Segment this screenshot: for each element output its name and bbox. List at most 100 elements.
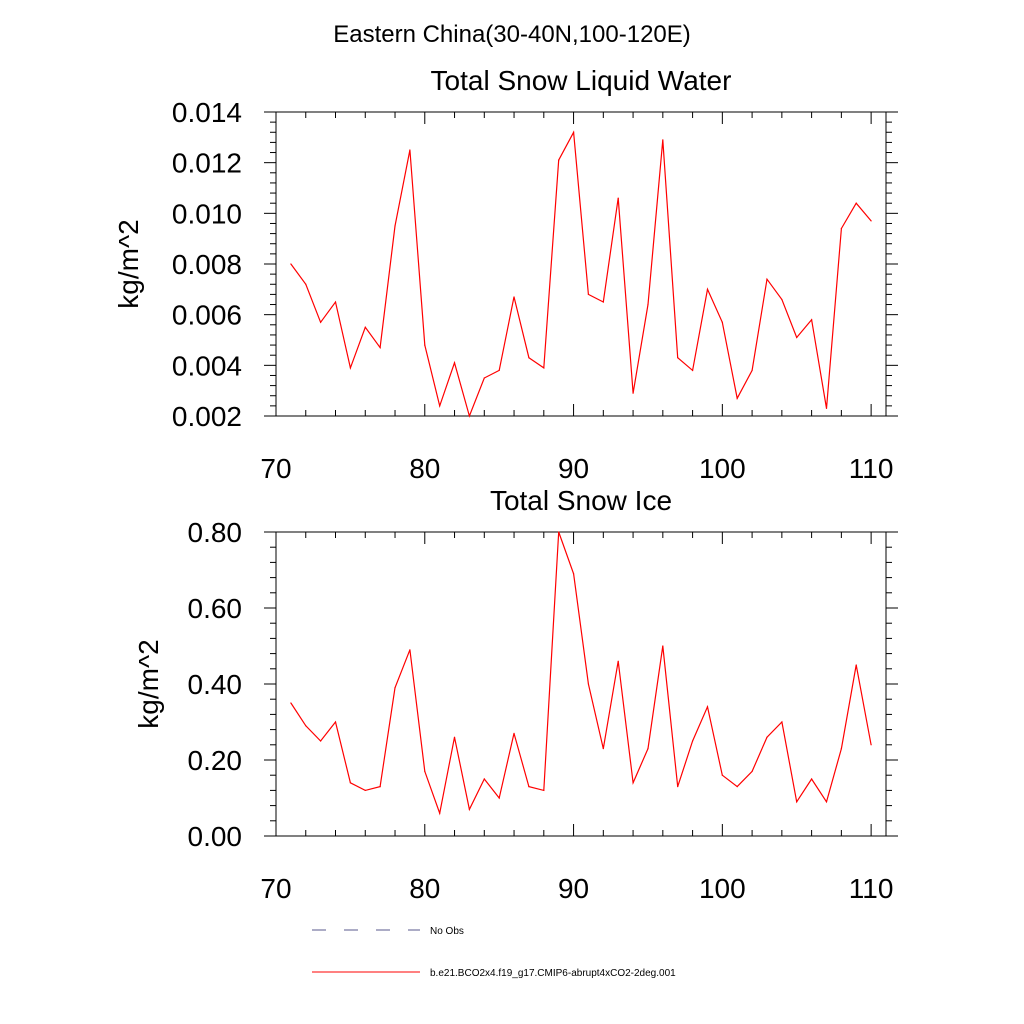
data-point <box>840 748 842 750</box>
data-point <box>721 774 723 776</box>
data-point <box>617 660 619 662</box>
y-tick-label: 0.012 <box>172 148 242 179</box>
x-tick-label: 100 <box>699 453 746 484</box>
plot-frame <box>275 111 887 417</box>
x-tick-label: 80 <box>409 453 440 484</box>
x-tick-label: 110 <box>849 453 894 484</box>
y-tick-label: 0.006 <box>172 300 242 331</box>
legend: No Obs b.e21.BCO2x4.f19_g17.CMIP6-abrupt4… <box>312 926 676 979</box>
data-point <box>364 326 366 328</box>
y-axis-label: kg/m^2 <box>113 219 144 308</box>
data-point <box>677 357 679 359</box>
data-point <box>528 786 530 788</box>
data-point <box>409 149 411 151</box>
chart-panel-2: Total Snow Ice kg/m^2 70 80 90 100 110 0.00 0.20… <box>133 485 898 904</box>
y-tick-label: 0.008 <box>172 249 242 280</box>
data-point <box>706 706 709 708</box>
data-point <box>513 296 515 298</box>
data-point <box>349 367 351 369</box>
data-point <box>468 808 471 811</box>
chart-title: Total Snow Liquid Water <box>431 65 732 96</box>
data-point <box>662 645 664 647</box>
data-point <box>394 687 396 689</box>
x-tick-label: 70 <box>260 453 291 484</box>
data-point <box>691 369 694 371</box>
data-point <box>543 789 545 792</box>
data-point <box>558 159 560 161</box>
data-point <box>677 786 679 788</box>
data-point <box>796 336 798 339</box>
data-point <box>602 301 604 303</box>
data-point <box>349 782 351 784</box>
data-point <box>498 369 500 371</box>
data-point <box>632 782 634 784</box>
y-tick-label: 0.004 <box>172 350 242 381</box>
data-point <box>528 357 530 359</box>
x-tick-label: 110 <box>849 873 894 904</box>
legend-label: No Obs <box>430 926 464 937</box>
data-point <box>736 786 738 788</box>
y-tick-label: 0.010 <box>172 198 242 229</box>
data-point <box>766 736 768 738</box>
chart-title: Total Snow Ice <box>490 485 672 516</box>
data-point <box>662 139 664 141</box>
x-tick-label: 80 <box>409 873 440 904</box>
data-point <box>305 283 307 285</box>
y-tick-label: 0.014 <box>172 97 242 128</box>
x-tick-label: 90 <box>558 873 589 904</box>
data-point <box>840 227 842 230</box>
data-point <box>364 789 366 792</box>
data-point <box>825 801 828 803</box>
data-point <box>394 225 396 227</box>
data-point <box>796 801 798 803</box>
data-point <box>453 736 456 738</box>
legend-entry-1: No Obs <box>312 926 464 937</box>
data-point <box>706 288 709 290</box>
series-line-1 <box>290 531 872 816</box>
data-point <box>647 748 649 750</box>
data-point <box>587 293 590 295</box>
y-tick-label: 0.20 <box>188 745 243 776</box>
y-tick-label: 0.40 <box>188 669 243 700</box>
chart-panels: Total Snow Liquid Water kg/m^2 70 80 90 100 11… <box>113 65 898 904</box>
data-point <box>811 319 813 321</box>
x-tick-label: 100 <box>699 873 746 904</box>
data-point <box>424 344 426 346</box>
figure-title: Eastern China(30-40N,100-120E) <box>333 21 691 48</box>
data-point <box>483 377 485 379</box>
series-line-1 <box>290 130 872 418</box>
chart-panel-1: Total Snow Liquid Water kg/m^2 70 80 90 100 11… <box>113 65 898 484</box>
data-point <box>320 740 322 742</box>
data-point <box>558 531 560 533</box>
data-point <box>334 301 337 303</box>
data-point <box>334 721 337 723</box>
data-point <box>320 321 322 323</box>
data-point <box>305 725 307 727</box>
data-point <box>811 778 813 780</box>
data-point <box>617 197 619 199</box>
data-point <box>290 263 292 265</box>
data-point <box>855 664 857 666</box>
y-tick-label: 0.80 <box>188 517 243 548</box>
x-tick-label: 90 <box>558 453 589 484</box>
y-axis-label: kg/m^2 <box>133 639 164 728</box>
data-point <box>513 732 515 735</box>
y-tick-label: 0.00 <box>188 821 243 852</box>
data-point <box>290 702 292 704</box>
legend-entry-2: b.e21.BCO2x4.f19_g17.CMIP6-abrupt4xCO2-2… <box>312 968 676 979</box>
data-point <box>870 744 872 746</box>
data-point <box>870 220 872 222</box>
data-point <box>721 321 723 323</box>
data-point <box>751 770 753 773</box>
data-point <box>439 405 441 407</box>
data-point <box>468 415 471 417</box>
x-tick-label: 70 <box>260 873 291 904</box>
data-point <box>439 812 441 814</box>
data-point <box>453 362 456 364</box>
data-point <box>379 347 381 349</box>
data-point <box>587 683 590 685</box>
data-point <box>766 278 768 280</box>
data-point <box>632 392 634 394</box>
data-point <box>498 797 500 799</box>
